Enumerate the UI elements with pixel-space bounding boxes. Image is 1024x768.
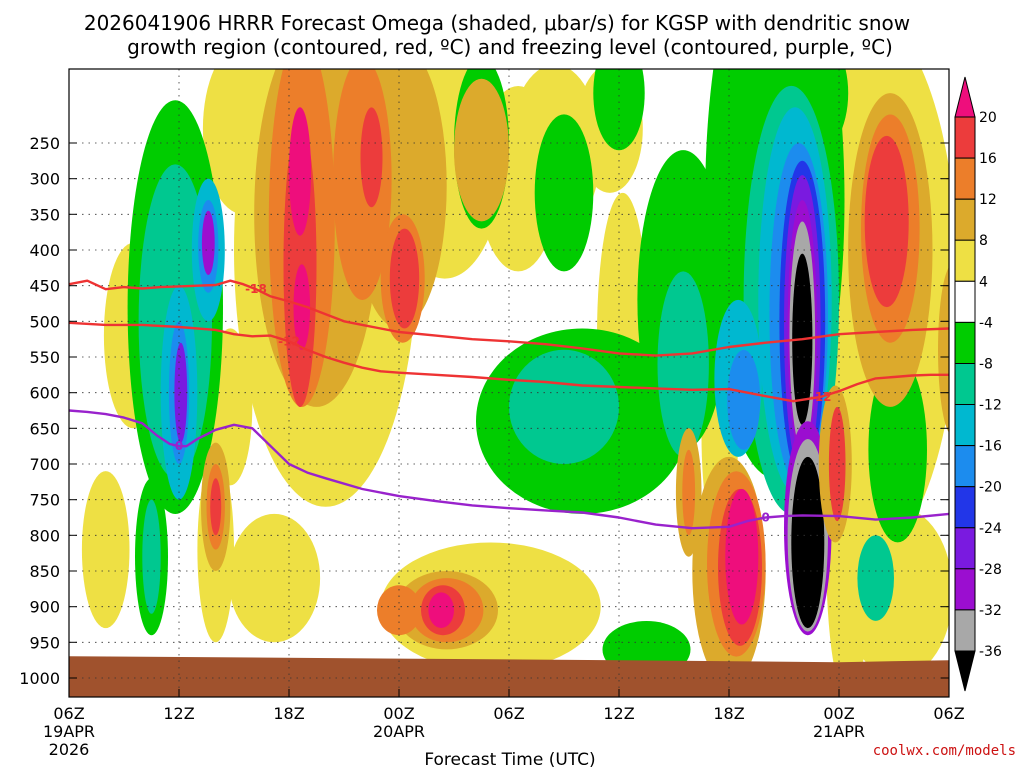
colorbar-bin — [954, 568, 976, 611]
x-tick-label: 00Z — [383, 704, 414, 723]
colorbar-label: 16 — [979, 151, 997, 167]
omega-cell — [657, 271, 709, 457]
colorbar-label: -24 — [979, 521, 1002, 537]
omega-cell — [725, 488, 759, 625]
colorbar-label: -36 — [979, 644, 1002, 660]
omega-cell — [228, 513, 321, 643]
x-tick-label: 06Z — [493, 704, 524, 723]
colorbar-label: -32 — [979, 603, 1002, 619]
x-tick-label: 12Z — [603, 704, 634, 723]
omega-cell — [938, 267, 949, 433]
omega-cell — [857, 535, 894, 621]
chart-title-line-1: 2026041906 HRRR Forecast Omega (shaded, … — [84, 11, 910, 35]
x-tick-date-label: 19APR — [43, 722, 95, 741]
colorbar-bin — [954, 239, 976, 282]
omega-cell — [142, 499, 161, 614]
x-tick-year-label: 2026 — [49, 740, 90, 759]
y-tick-label: 400 — [29, 241, 60, 260]
contour-label: -18 — [245, 282, 267, 296]
omega-cell — [727, 349, 761, 450]
y-tick-label: 300 — [29, 170, 60, 189]
omega-cell — [81, 471, 130, 629]
y-tick-label: 450 — [29, 277, 60, 296]
omega-cell — [428, 592, 455, 628]
y-tick-label: 700 — [29, 455, 60, 474]
credit-label: coolwx.com/models — [873, 743, 1016, 759]
omega-shading — [81, 69, 949, 697]
x-axis-title: Forecast Time (UTC) — [424, 750, 595, 768]
x-tick-label: 06Z — [933, 704, 964, 723]
colorbar-label: 20 — [979, 110, 997, 126]
omega-cell — [210, 478, 222, 536]
y-tick-label: 800 — [29, 526, 60, 545]
colorbar-label: -12 — [979, 398, 1002, 414]
contour-label: 0 — [175, 439, 183, 453]
omega-cell — [593, 69, 645, 151]
colorbar-label: 8 — [979, 233, 988, 249]
omega-cell — [791, 456, 825, 629]
omega-cell — [201, 210, 215, 275]
colorbar-bin — [954, 445, 976, 488]
omega-cell — [377, 585, 421, 636]
y-tick-label: 900 — [29, 598, 60, 617]
contour-label: 0 — [762, 511, 770, 525]
contour-line — [69, 409, 949, 530]
colorbar-bin — [954, 198, 976, 241]
colorbar-label: -4 — [979, 315, 993, 331]
contour-line — [69, 321, 949, 403]
contour-line — [69, 279, 949, 357]
y-tick-label: 650 — [29, 419, 60, 438]
colorbar-label: 12 — [979, 192, 997, 208]
colorbar-bin — [954, 404, 976, 447]
y-tick-label: 500 — [29, 312, 60, 331]
chart-title-line-2: growth region (contoured, red, ºC) and f… — [127, 35, 893, 59]
omega-cell — [534, 114, 594, 272]
colorbar-bottom-arrow — [954, 650, 976, 692]
y-tick-label: 850 — [29, 562, 60, 581]
colorbar-label: -28 — [979, 562, 1002, 578]
omega-cell — [389, 228, 420, 329]
contour-label: -12 — [278, 334, 300, 348]
colorbar-bin — [954, 609, 976, 652]
y-tick-label: 750 — [29, 491, 60, 510]
y-tick-label: 600 — [29, 384, 60, 403]
y-tick-label: 350 — [29, 205, 60, 224]
y-tick-label: 250 — [29, 134, 60, 153]
omega-cell — [509, 349, 619, 464]
contour-label: -12 — [810, 390, 832, 404]
colorbar-bin — [954, 527, 976, 570]
y-tick-label: 950 — [29, 633, 60, 652]
y-axis: 250 300 350 400 450 500 550 600 650 700 750 800 850 9… — [19, 134, 949, 688]
x-tick-date-label: 20APR — [373, 722, 425, 741]
colorbar-bin — [954, 321, 976, 364]
omega-cell — [360, 107, 383, 208]
colorbar-bin — [954, 363, 976, 406]
colorbar-top-arrow — [954, 76, 976, 118]
omega-cell — [864, 135, 909, 308]
colorbar-label: -20 — [979, 480, 1002, 496]
x-tick-label: 00Z — [823, 704, 854, 723]
temperature-contours: -18 -12 0 -12 0 — [69, 279, 949, 530]
omega-cell — [454, 78, 509, 222]
x-tick-label: 06Z — [53, 704, 84, 723]
x-tick-label: 12Z — [163, 704, 194, 723]
colorbar-bin — [954, 486, 976, 529]
omega-cell — [682, 449, 696, 536]
colorbar-bin — [954, 280, 976, 323]
omega-cell — [289, 107, 311, 236]
y-tick-label: 550 — [29, 348, 60, 367]
colorbar-label: -16 — [979, 439, 1002, 455]
colorbar: 20 16 12 8 4 -4 -8 -12 -16 -20 -24 -28 -32 -36 — [954, 76, 1002, 692]
x-tick-label: 18Z — [713, 704, 744, 723]
x-tick-date-label: 21APR — [813, 722, 865, 741]
y-tick-label: 1000 — [19, 669, 60, 688]
colorbar-bin — [954, 157, 976, 200]
x-tick-label: 18Z — [273, 704, 304, 723]
colorbar-label: 4 — [979, 274, 988, 290]
colorbar-bin — [954, 116, 976, 159]
colorbar-label: -8 — [979, 357, 993, 373]
